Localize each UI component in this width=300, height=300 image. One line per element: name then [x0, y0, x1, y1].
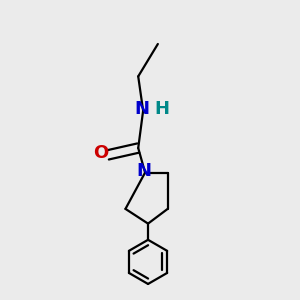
Text: O: O — [93, 144, 108, 162]
Text: N: N — [136, 162, 151, 180]
Text: N: N — [134, 100, 149, 118]
Text: H: H — [154, 100, 169, 118]
